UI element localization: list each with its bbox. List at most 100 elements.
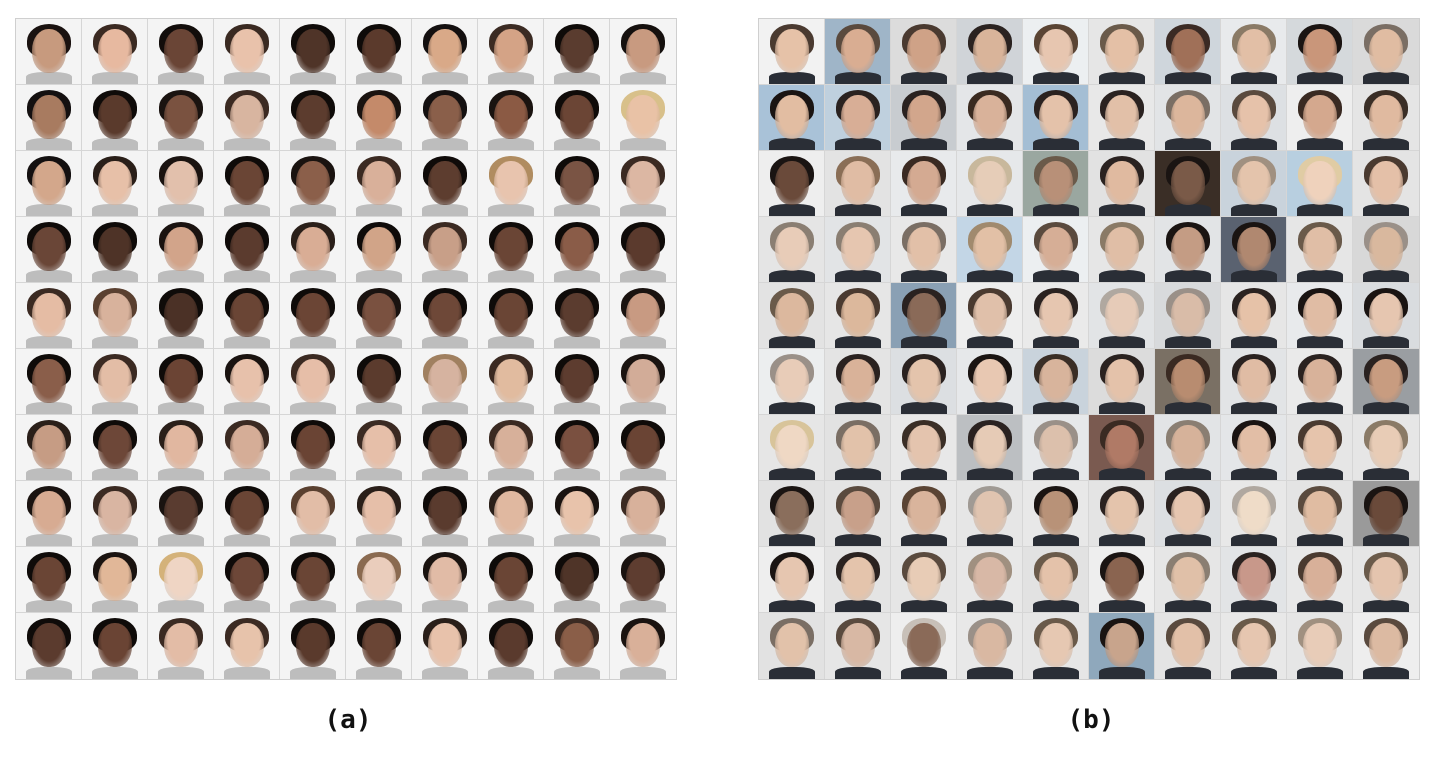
face-grid-a-tiles [15, 18, 677, 680]
clothing-shape [1032, 600, 1079, 612]
clothing-shape [289, 336, 336, 348]
face-shape [559, 557, 594, 601]
grid-b-face-photo-r10-c3 [891, 613, 957, 679]
clothing-shape [1230, 72, 1277, 84]
face-shape [361, 623, 396, 667]
face-shape [1038, 293, 1073, 337]
clothing-shape [1032, 468, 1079, 480]
grid-a-face-photo-r6-c5 [280, 349, 346, 415]
clothing-shape [91, 600, 138, 612]
face-shape [361, 161, 396, 205]
grid-a-face-photo-r7-c3 [148, 415, 214, 481]
face-shape [972, 161, 1007, 205]
grid-b-face-photo-r10-c6 [1089, 613, 1155, 679]
grid-b-face-photo-r6-c8 [1221, 349, 1287, 415]
face-shape [1170, 293, 1205, 337]
face-shape [1302, 293, 1337, 337]
face-shape [906, 293, 941, 337]
grid-b-face-photo-r6-c9 [1287, 349, 1353, 415]
grid-b-face-photo-r5-c3 [891, 283, 957, 349]
face-shape [163, 161, 198, 205]
face-shape [229, 557, 264, 601]
clothing-shape [966, 402, 1013, 414]
face-shape [972, 95, 1007, 139]
grid-b-face-photo-r6-c1 [759, 349, 825, 415]
clothing-shape [834, 600, 881, 612]
face-shape [493, 29, 528, 73]
grid-b-face-photo-r7-c6 [1089, 415, 1155, 481]
face-shape [626, 557, 660, 601]
clothing-shape [966, 138, 1013, 150]
clothing-shape [1230, 270, 1277, 282]
face-shape [1302, 557, 1337, 601]
grid-a-face-photo-r5-c2 [82, 283, 148, 349]
grid-a-face-photo-r9-c3 [148, 547, 214, 613]
face-shape [906, 623, 941, 667]
face-grid-a [15, 18, 677, 680]
clothing-shape [1296, 270, 1343, 282]
clothing-shape [966, 72, 1013, 84]
grid-b-face-photo-r8-c4 [957, 481, 1023, 547]
clothing-shape [91, 138, 138, 150]
clothing-shape [1098, 72, 1145, 84]
grid-a-face-photo-r9-c8 [478, 547, 544, 613]
face-shape [1038, 161, 1073, 205]
face-shape [972, 293, 1007, 337]
face-shape [1104, 557, 1139, 601]
face-shape [906, 29, 941, 73]
clothing-shape [487, 534, 534, 546]
clothing-shape [223, 270, 270, 282]
clothing-shape [91, 402, 138, 414]
clothing-shape [355, 600, 402, 612]
face-shape [840, 491, 875, 535]
clothing-shape [25, 667, 72, 679]
face-shape [31, 425, 66, 469]
clothing-shape [25, 336, 72, 348]
face-shape [493, 491, 528, 535]
clothing-shape [157, 600, 204, 612]
clothing-shape [1098, 204, 1145, 216]
face-shape [559, 95, 594, 139]
face-shape [1104, 491, 1139, 535]
clothing-shape [487, 138, 534, 150]
grid-b-face-photo-r9-c8 [1221, 547, 1287, 613]
grid-b-face-photo-r4-c7 [1155, 217, 1221, 283]
grid-b-face-photo-r8-c1 [759, 481, 825, 547]
face-shape [906, 161, 941, 205]
face-shape [1236, 293, 1271, 337]
grid-b-face-photo-r2-c1 [759, 85, 825, 151]
grid-a-face-photo-r6-c3 [148, 349, 214, 415]
face-shape [559, 161, 594, 205]
face-shape [840, 161, 875, 205]
face-shape [427, 557, 462, 601]
grid-a-face-photo-r2-c3 [148, 85, 214, 151]
clothing-shape [620, 534, 666, 546]
clothing-shape [1098, 138, 1145, 150]
face-shape [1369, 623, 1403, 667]
face-shape [1236, 425, 1271, 469]
face-shape [229, 359, 264, 403]
face-shape [1302, 491, 1337, 535]
clothing-shape [768, 667, 815, 679]
clothing-shape [487, 667, 534, 679]
clothing-shape [620, 402, 666, 414]
face-shape [774, 623, 809, 667]
grid-a-face-photo-r8-c4 [214, 481, 280, 547]
clothing-shape [355, 336, 402, 348]
face-shape [1236, 491, 1271, 535]
clothing-shape [487, 336, 534, 348]
clothing-shape [1164, 600, 1211, 612]
grid-a-face-photo-r6-c4 [214, 349, 280, 415]
grid-b-face-photo-r4-c5 [1023, 217, 1089, 283]
face-shape [427, 161, 462, 205]
clothing-shape [1164, 534, 1211, 546]
face-shape [229, 491, 264, 535]
grid-a-face-photo-r6-c10 [610, 349, 676, 415]
grid-a-face-photo-r8-c1 [16, 481, 82, 547]
face-shape [906, 491, 941, 535]
clothing-shape [289, 72, 336, 84]
grid-b-face-photo-r10-c4 [957, 613, 1023, 679]
clothing-shape [1363, 468, 1409, 480]
face-shape [840, 95, 875, 139]
face-shape [361, 425, 396, 469]
